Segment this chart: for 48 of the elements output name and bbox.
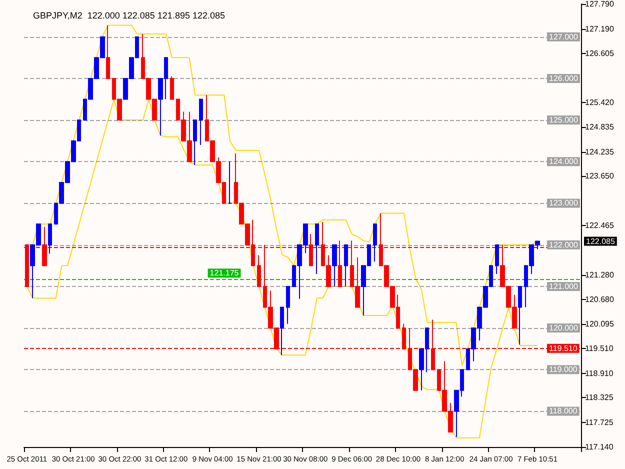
y-tick-label: 123.650 bbox=[585, 172, 614, 181]
candlestick bbox=[280, 306, 284, 356]
ref-line-label: 124.000 bbox=[549, 157, 578, 166]
ref-line-label: 125.000 bbox=[549, 116, 578, 125]
candlestick bbox=[199, 98, 203, 146]
candlestick bbox=[332, 244, 337, 287]
candlestick bbox=[373, 224, 377, 262]
y-tick-label: 122.465 bbox=[585, 221, 614, 230]
candlestick bbox=[518, 286, 522, 346]
y-tick-label: 117.140 bbox=[585, 442, 614, 452]
candlestick bbox=[228, 161, 232, 204]
candlestick bbox=[344, 244, 348, 287]
candlestick bbox=[315, 224, 319, 274]
y-tick-label: 117.725 bbox=[585, 418, 614, 428]
y-tick-label: 124.235 bbox=[585, 147, 614, 156]
y-tick-label: 124.835 bbox=[585, 122, 614, 132]
y-tick-label: 119.510 bbox=[585, 344, 614, 353]
text: 122.085 bbox=[586, 236, 616, 246]
ref-line-label: 120.000 bbox=[549, 324, 578, 333]
ref-line-label: 119.510 bbox=[549, 344, 578, 353]
y-tick-label: 118.325 bbox=[585, 393, 614, 402]
candlestick bbox=[286, 286, 290, 324]
ref-line-label: 121.175 bbox=[210, 268, 240, 278]
y-tick-label: 125.420 bbox=[585, 98, 614, 108]
line-series bbox=[26, 98, 538, 438]
ref-line-label: 119.000 bbox=[549, 365, 578, 374]
candlestick bbox=[193, 120, 197, 166]
candlestick bbox=[495, 244, 499, 274]
y-tick-label: 120.095 bbox=[585, 320, 614, 329]
ref-line-label: 118.000 bbox=[549, 406, 578, 416]
ref-line-label: 121.000 bbox=[549, 282, 578, 291]
y-tick-label: 127.790 bbox=[585, 0, 614, 8]
ref-line-label: 123.000 bbox=[549, 198, 578, 208]
y-tick-label: 127.190 bbox=[585, 24, 614, 34]
candlestick bbox=[257, 254, 261, 287]
line-series bbox=[26, 24, 538, 366]
candlestick bbox=[106, 24, 110, 79]
candlestick bbox=[48, 224, 52, 254]
y-tick-label: 121.280 bbox=[585, 270, 614, 280]
y-tick-label: 118.910 bbox=[585, 368, 614, 378]
ref-line-label: 126.000 bbox=[549, 74, 578, 83]
ref-line-label: 122.000 bbox=[549, 240, 578, 250]
candlestick bbox=[402, 323, 406, 350]
y-tick-label: 126.605 bbox=[585, 48, 614, 58]
candlestick bbox=[170, 76, 174, 100]
ref-line-label: 127.000 bbox=[549, 32, 578, 42]
y-tick-label: 120.680 bbox=[585, 295, 614, 304]
text: GBPJPY,M2 122.000 122.085 121.895 122.085 bbox=[33, 10, 225, 20]
